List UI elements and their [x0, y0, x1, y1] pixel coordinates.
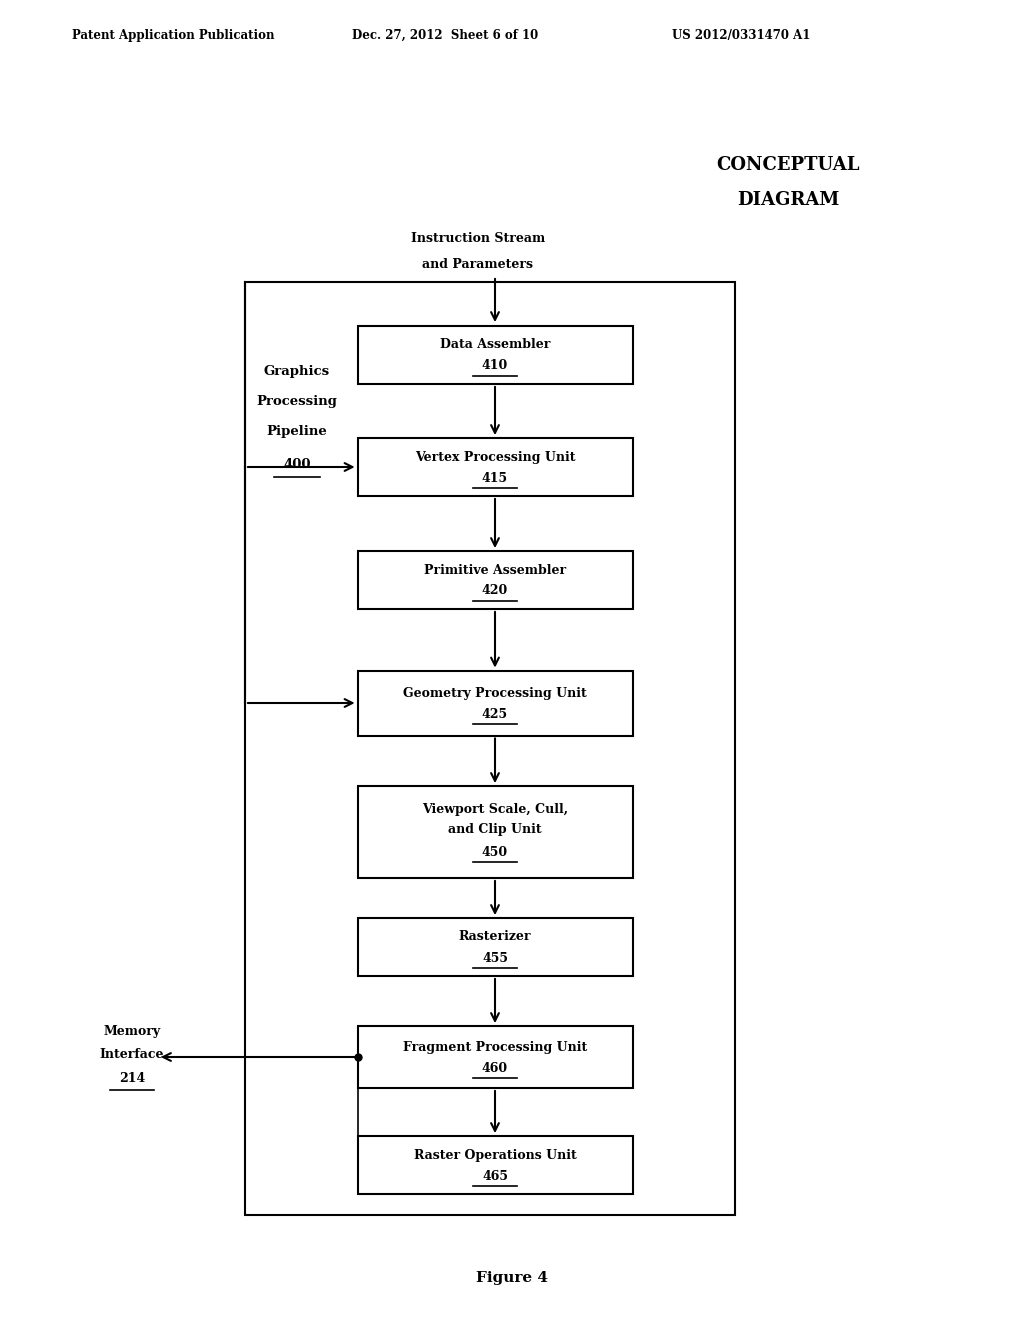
Text: CONCEPTUAL: CONCEPTUAL	[716, 156, 860, 174]
FancyBboxPatch shape	[357, 438, 633, 496]
Text: 400: 400	[284, 458, 310, 470]
Text: Data Assembler: Data Assembler	[440, 338, 550, 351]
Text: Patent Application Publication: Patent Application Publication	[72, 29, 274, 41]
Text: Interface: Interface	[99, 1048, 164, 1061]
FancyBboxPatch shape	[357, 671, 633, 735]
Text: US 2012/0331470 A1: US 2012/0331470 A1	[672, 29, 810, 41]
Text: Dec. 27, 2012  Sheet 6 of 10: Dec. 27, 2012 Sheet 6 of 10	[352, 29, 539, 41]
Text: Instruction Stream: Instruction Stream	[411, 231, 545, 244]
Text: Figure 4: Figure 4	[476, 1271, 548, 1284]
Text: 420: 420	[482, 585, 508, 598]
Text: 425: 425	[482, 708, 508, 721]
Text: 455: 455	[482, 952, 508, 965]
Text: and Clip Unit: and Clip Unit	[449, 822, 542, 836]
Text: DIAGRAM: DIAGRAM	[737, 191, 840, 209]
Text: Raster Operations Unit: Raster Operations Unit	[414, 1148, 577, 1162]
Text: Processing: Processing	[257, 396, 338, 408]
Text: 460: 460	[482, 1061, 508, 1074]
Text: Rasterizer: Rasterizer	[459, 931, 531, 944]
Text: 450: 450	[482, 846, 508, 858]
FancyBboxPatch shape	[357, 550, 633, 609]
Text: Vertex Processing Unit: Vertex Processing Unit	[415, 450, 575, 463]
FancyBboxPatch shape	[357, 917, 633, 975]
Text: Graphics: Graphics	[264, 366, 330, 379]
Text: Viewport Scale, Cull,: Viewport Scale, Cull,	[422, 803, 568, 816]
Text: 410: 410	[482, 359, 508, 372]
Text: and Parameters: and Parameters	[423, 259, 534, 272]
FancyBboxPatch shape	[357, 326, 633, 384]
Text: 415: 415	[482, 471, 508, 484]
Text: Pipeline: Pipeline	[266, 425, 328, 438]
Text: Fragment Processing Unit: Fragment Processing Unit	[402, 1040, 587, 1053]
Text: 465: 465	[482, 1170, 508, 1183]
FancyBboxPatch shape	[357, 785, 633, 878]
Text: Primitive Assembler: Primitive Assembler	[424, 564, 566, 577]
Text: 214: 214	[119, 1072, 145, 1085]
Text: Memory: Memory	[103, 1026, 161, 1039]
FancyBboxPatch shape	[357, 1137, 633, 1195]
Text: Geometry Processing Unit: Geometry Processing Unit	[403, 686, 587, 700]
FancyBboxPatch shape	[357, 1026, 633, 1088]
